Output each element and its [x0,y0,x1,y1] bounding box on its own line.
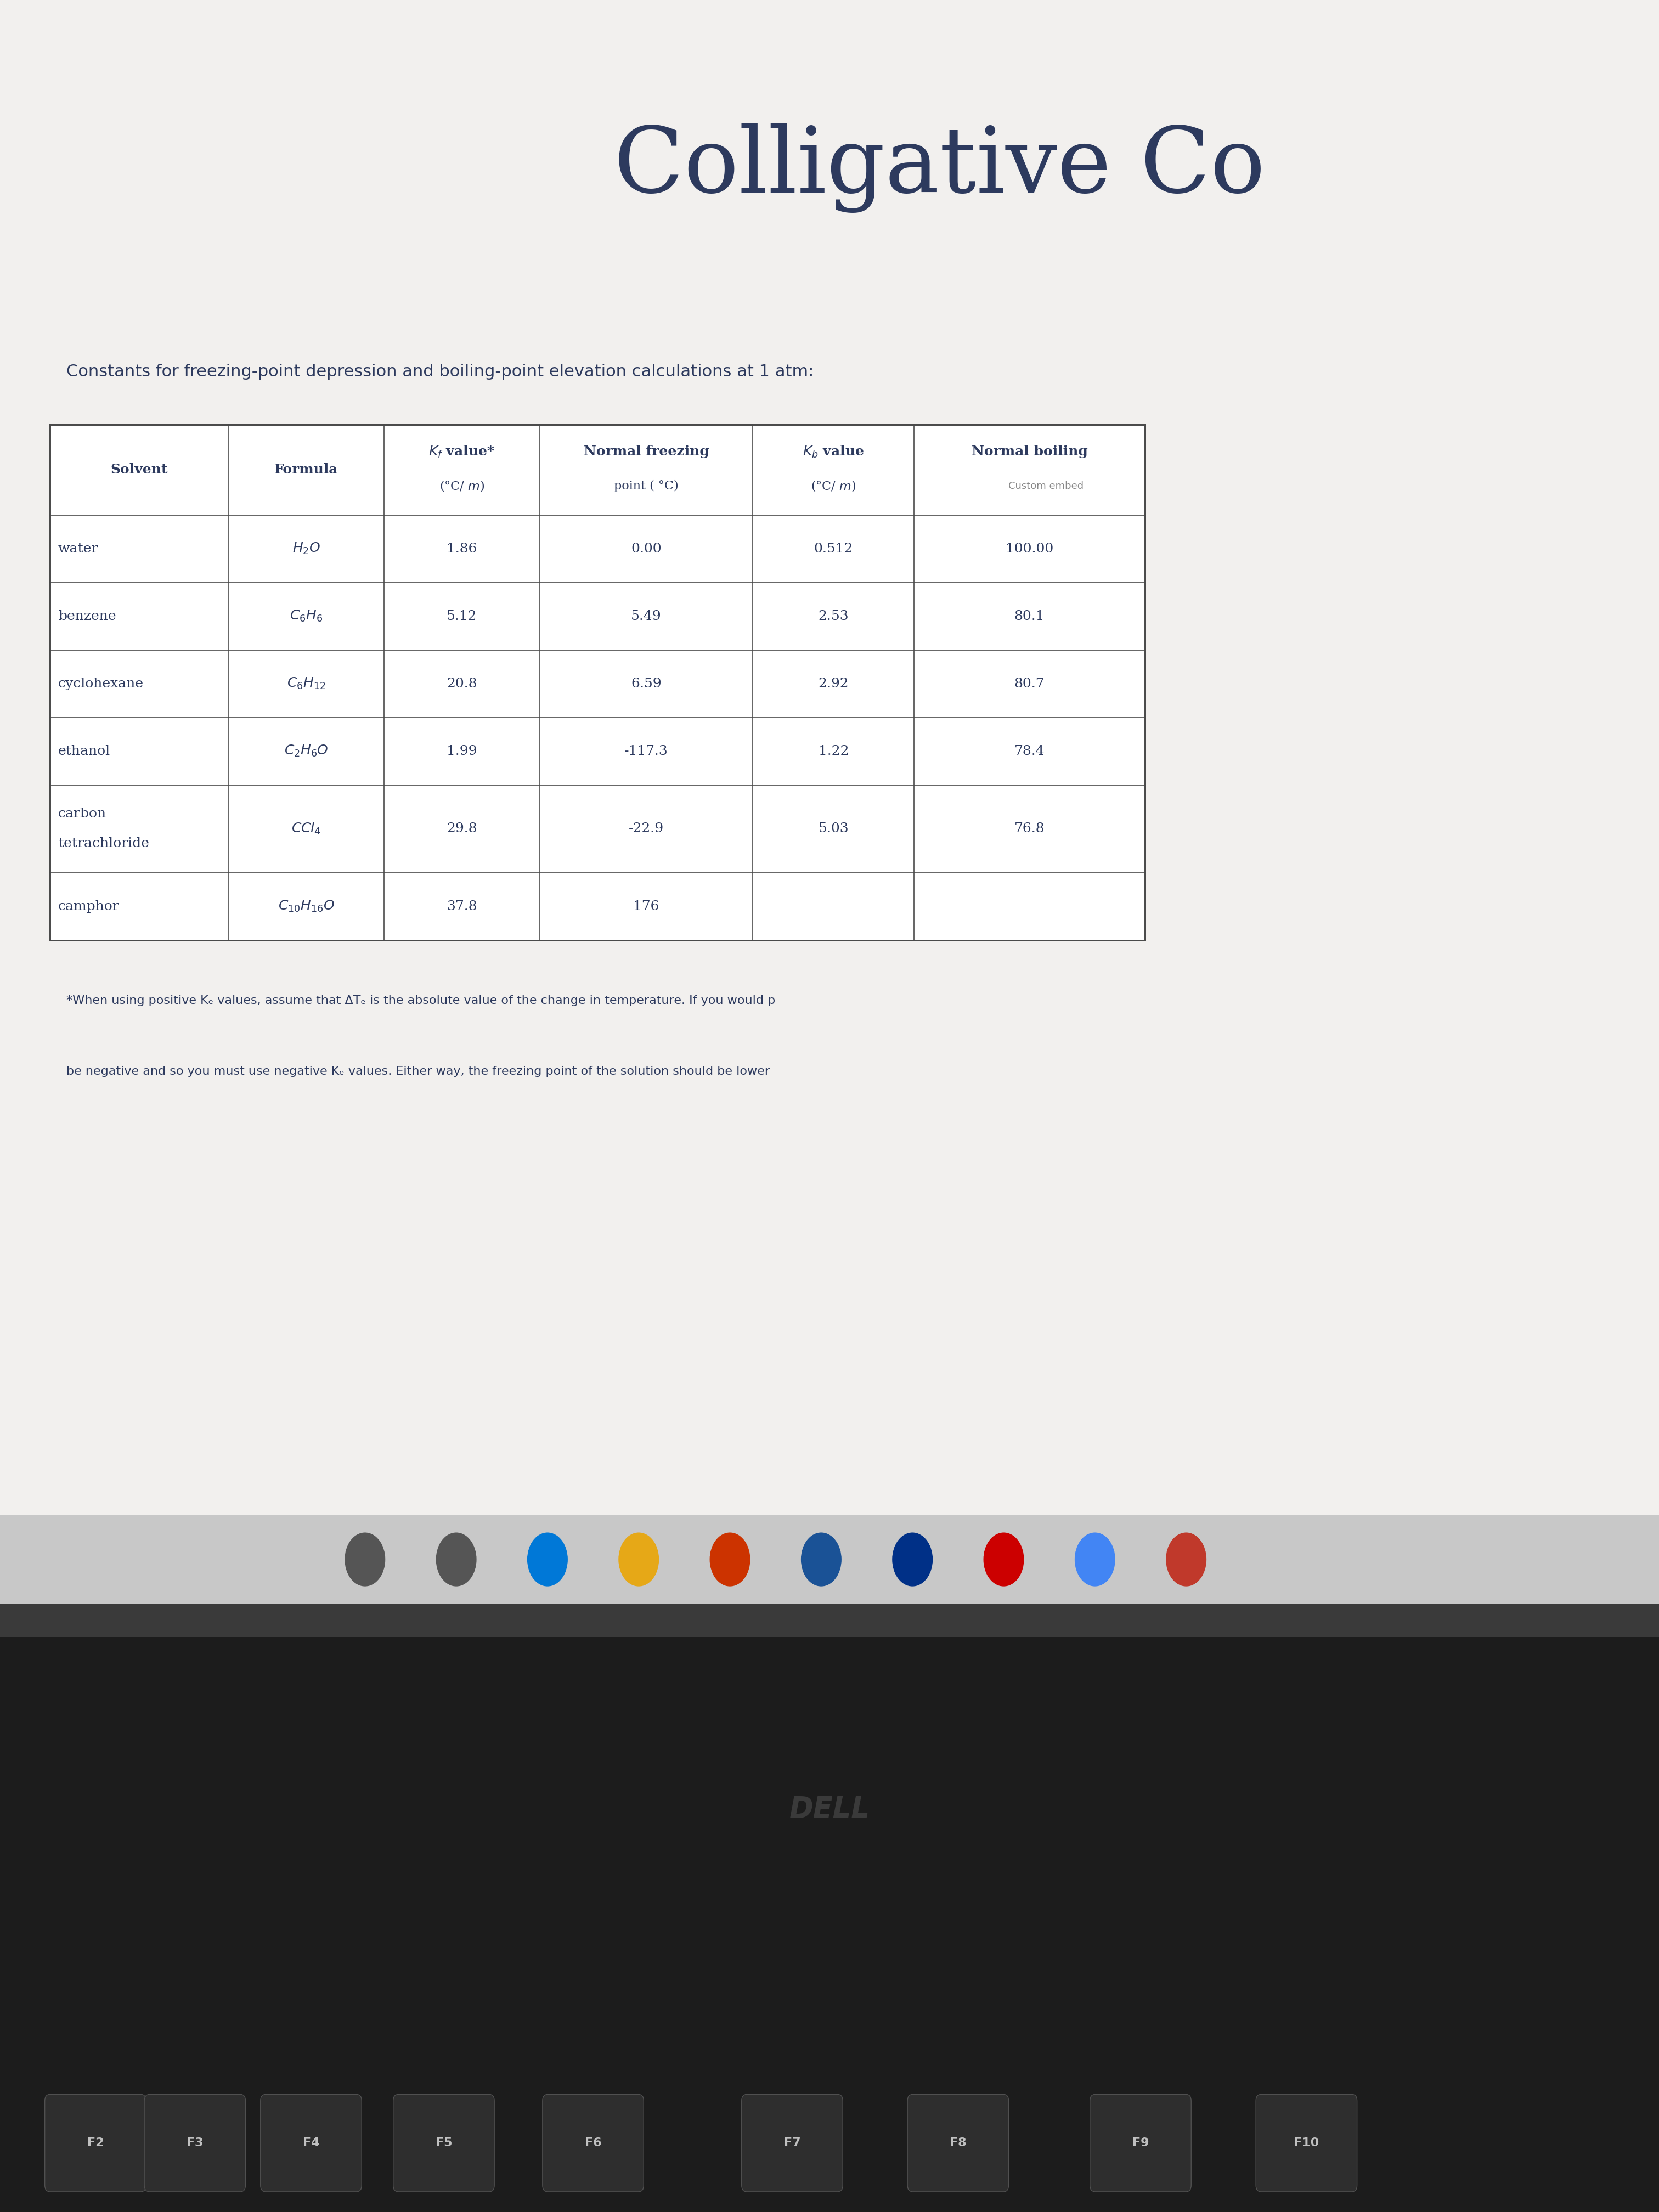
Text: 2.92: 2.92 [818,677,849,690]
Text: F3: F3 [186,2137,204,2148]
Text: F6: F6 [584,2137,602,2148]
Text: $C_{10}H_{16}O$: $C_{10}H_{16}O$ [279,898,335,914]
FancyBboxPatch shape [144,2095,246,2192]
FancyBboxPatch shape [393,2095,494,2192]
Text: 80.7: 80.7 [1014,677,1045,690]
Text: tetrachloride: tetrachloride [58,838,149,849]
Text: 1.99: 1.99 [446,745,478,757]
Text: 2.53: 2.53 [818,611,849,622]
Text: point ( °C): point ( °C) [614,480,679,491]
Text: 1.86: 1.86 [446,542,478,555]
FancyBboxPatch shape [542,2095,644,2192]
Circle shape [619,1533,659,1586]
Text: benzene: benzene [58,611,116,622]
Text: $H_2O$: $H_2O$ [292,542,320,555]
Text: 80.1: 80.1 [1014,611,1045,622]
Text: (°C/ $m$): (°C/ $m$) [811,480,856,493]
Text: be negative and so you must use negative Kₑ values. Either way, the freezing poi: be negative and so you must use negative… [66,1066,770,1077]
FancyBboxPatch shape [742,2095,843,2192]
Bar [0,1604,1659,1637]
Circle shape [984,1533,1024,1586]
Text: (°C/ $m$): (°C/ $m$) [440,480,484,493]
Text: $C_6H_6$: $C_6H_6$ [290,608,324,624]
Text: water: water [58,542,98,555]
Circle shape [345,1533,385,1586]
FancyBboxPatch shape [45,2095,146,2192]
Text: 5.03: 5.03 [818,823,849,836]
Bar [50,425,1145,940]
Text: Solvent: Solvent [111,462,168,476]
Circle shape [1166,1533,1206,1586]
Circle shape [801,1533,841,1586]
Text: Custom embed: Custom embed [1009,480,1083,491]
Text: F9: F9 [1131,2137,1150,2148]
FancyBboxPatch shape [907,2095,1009,2192]
Text: 76.8: 76.8 [1014,823,1045,836]
Text: $K_b$ value: $K_b$ value [803,445,864,460]
Text: camphor: camphor [58,900,119,914]
Text: Normal boiling: Normal boiling [972,445,1088,458]
Text: -22.9: -22.9 [629,823,664,836]
Text: cyclohexane: cyclohexane [58,677,144,690]
Text: F7: F7 [783,2137,801,2148]
Text: $C_2H_6O$: $C_2H_6O$ [284,743,328,759]
Text: Normal freezing: Normal freezing [584,445,708,458]
Text: carbon: carbon [58,807,106,821]
Circle shape [1075,1533,1115,1586]
Circle shape [436,1533,476,1586]
Text: Formula: Formula [274,462,338,476]
Text: 78.4: 78.4 [1014,745,1045,757]
Text: F2: F2 [86,2137,105,2148]
Text: F4: F4 [302,2137,320,2148]
Text: 0.512: 0.512 [815,542,853,555]
Text: 20.8: 20.8 [446,677,478,690]
Text: 5.49: 5.49 [630,611,662,622]
Text: ethanol: ethanol [58,745,109,757]
Text: *When using positive Kₑ values, assume that ΔTₑ is the absolute value of the cha: *When using positive Kₑ values, assume t… [66,995,775,1006]
Text: F8: F8 [949,2137,967,2148]
Text: F10: F10 [1294,2137,1319,2148]
Bar [0,1637,1659,2212]
Text: 37.8: 37.8 [446,900,478,914]
Text: 29.8: 29.8 [446,823,478,836]
Text: $C_6H_{12}$: $C_6H_{12}$ [287,677,325,690]
Text: F5: F5 [435,2137,453,2148]
Circle shape [893,1533,932,1586]
Text: 176: 176 [634,900,659,914]
Text: -117.3: -117.3 [624,745,669,757]
Text: 6.59: 6.59 [630,677,662,690]
Text: $K_f$ value*: $K_f$ value* [428,445,494,460]
Bar [0,1515,1659,1604]
Circle shape [528,1533,567,1586]
FancyBboxPatch shape [1090,2095,1191,2192]
Text: Constants for freezing-point depression and boiling-point elevation calculations: Constants for freezing-point depression … [66,363,815,380]
Text: DELL: DELL [790,1796,869,1823]
Bar [0,0,1659,1515]
Text: 100.00: 100.00 [1005,542,1053,555]
Text: 1.22: 1.22 [818,745,849,757]
Text: 0.00: 0.00 [630,542,662,555]
Text: Colligative Co: Colligative Co [614,124,1266,212]
FancyBboxPatch shape [260,2095,362,2192]
Text: $CCl_4$: $CCl_4$ [292,821,322,836]
Circle shape [710,1533,750,1586]
Text: 5.12: 5.12 [446,611,478,622]
FancyBboxPatch shape [1256,2095,1357,2192]
